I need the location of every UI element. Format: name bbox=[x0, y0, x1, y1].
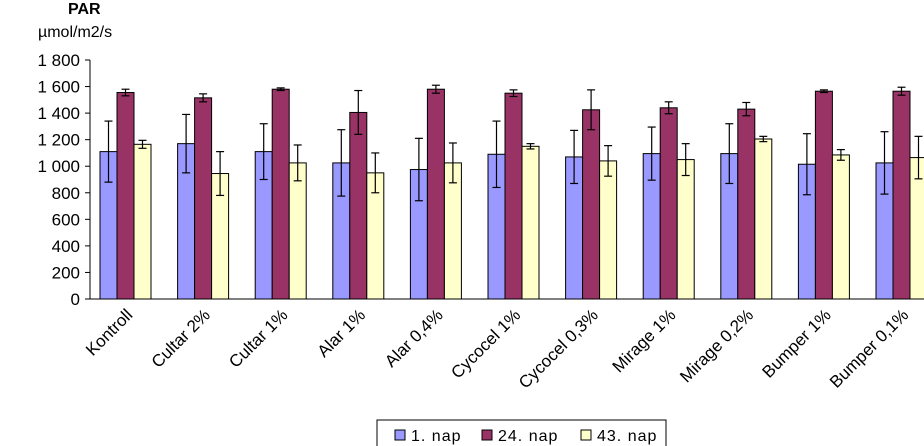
error-bar bbox=[492, 120, 501, 189]
legend-swatch bbox=[481, 429, 493, 441]
bars bbox=[99, 88, 924, 300]
error-bars bbox=[104, 84, 923, 202]
error-bar bbox=[570, 129, 579, 185]
category-label: Cycocel 1% bbox=[447, 305, 524, 382]
legend-label: 43. nap bbox=[597, 428, 657, 445]
bar-43nap-5 bbox=[521, 145, 540, 300]
legend: 1. nap 24. nap 43. nap bbox=[376, 419, 667, 446]
y-tick-label: 1 600 bbox=[37, 78, 80, 97]
bar-24nap-8 bbox=[737, 108, 756, 300]
error-bar bbox=[216, 151, 225, 197]
error-bar bbox=[354, 89, 363, 135]
error-bar bbox=[897, 86, 906, 96]
legend-label: 24. nap bbox=[498, 428, 558, 445]
error-bar bbox=[914, 135, 923, 180]
error-bar bbox=[337, 129, 346, 197]
error-bar bbox=[448, 142, 457, 184]
chart-title: PAR bbox=[68, 1, 101, 18]
category-label: Alar 0,4% bbox=[381, 305, 447, 371]
category-labels: Kontroll Cultar 2% Cultar 1% Alar 1% Alar 0,… bbox=[82, 305, 912, 392]
legend-label: 1. nap bbox=[411, 428, 461, 445]
y-tick-label: 400 bbox=[52, 237, 80, 256]
error-bar bbox=[742, 101, 751, 117]
legend-box bbox=[376, 419, 667, 446]
error-bar bbox=[414, 137, 423, 202]
error-bar bbox=[647, 126, 656, 181]
bar-43nap-7 bbox=[676, 159, 695, 300]
category-label: Bumper 0,1% bbox=[826, 305, 912, 391]
error-bar bbox=[121, 88, 130, 97]
category-label: Cultar 1% bbox=[225, 305, 291, 371]
error-bar bbox=[526, 143, 535, 150]
category-label: Alar 1% bbox=[314, 305, 370, 361]
error-bar bbox=[431, 84, 440, 94]
category-label: Kontroll bbox=[82, 305, 136, 359]
error-bar bbox=[880, 131, 889, 195]
bar-24nap-7 bbox=[659, 107, 678, 300]
error-bar bbox=[509, 89, 518, 98]
y-tick-label: 0 bbox=[71, 290, 80, 309]
y-tick-label: 600 bbox=[52, 210, 80, 229]
bar-24nap-6 bbox=[582, 109, 601, 300]
y-tick-label: 1 000 bbox=[37, 157, 80, 176]
bar-24nap-9 bbox=[814, 90, 833, 300]
error-bar bbox=[836, 149, 845, 161]
bar-43nap-6 bbox=[599, 160, 618, 300]
bar-43nap-8 bbox=[754, 138, 773, 300]
bar-43nap-9 bbox=[831, 154, 850, 300]
error-bar bbox=[371, 152, 380, 194]
error-bar bbox=[199, 93, 208, 103]
error-bar bbox=[725, 123, 734, 185]
bar-24nap-2 bbox=[271, 88, 290, 300]
error-bar bbox=[104, 120, 113, 183]
y-tick-label: 1 400 bbox=[37, 104, 80, 123]
error-bar bbox=[276, 87, 285, 92]
error-bar bbox=[802, 133, 811, 196]
error-bar bbox=[587, 89, 596, 131]
error-bar bbox=[604, 145, 613, 177]
y-tick-label: 800 bbox=[52, 184, 80, 203]
bar-24nap-10 bbox=[892, 90, 911, 300]
error-bar bbox=[293, 144, 302, 182]
category-label: Mirage 0,2% bbox=[676, 305, 757, 386]
error-bar bbox=[759, 135, 768, 143]
category-label: Mirage 1% bbox=[609, 305, 680, 376]
y-axis-ticks: 0 200 400 600 800 1 000 1 200 1 400 1 600 1 800 bbox=[37, 51, 90, 309]
legend-swatch bbox=[580, 429, 592, 441]
y-tick-label: 200 bbox=[52, 263, 80, 282]
bar-24nap-4 bbox=[426, 88, 445, 300]
category-label: Cycocel 0,3% bbox=[515, 305, 602, 392]
bar-24nap-0 bbox=[116, 92, 135, 300]
bar-43nap-2 bbox=[288, 162, 307, 300]
error-bar bbox=[259, 123, 268, 181]
error-bar bbox=[182, 113, 191, 174]
bar-43nap-0 bbox=[133, 143, 152, 300]
y-axis-label: µmol/m2/s bbox=[38, 24, 112, 41]
bar-24nap-3 bbox=[349, 111, 368, 300]
bar-24nap-5 bbox=[504, 92, 523, 300]
error-bar bbox=[138, 139, 147, 149]
legend-swatch bbox=[394, 429, 406, 441]
category-label: Bumper 1% bbox=[758, 305, 834, 381]
y-tick-label: 1 200 bbox=[37, 131, 80, 150]
error-bar bbox=[681, 143, 690, 177]
bar-24nap-1 bbox=[194, 97, 213, 300]
category-label: Cultar 2% bbox=[148, 305, 214, 371]
error-bar bbox=[819, 89, 828, 94]
y-tick-label: 1 800 bbox=[37, 51, 80, 70]
error-bar bbox=[664, 101, 673, 115]
